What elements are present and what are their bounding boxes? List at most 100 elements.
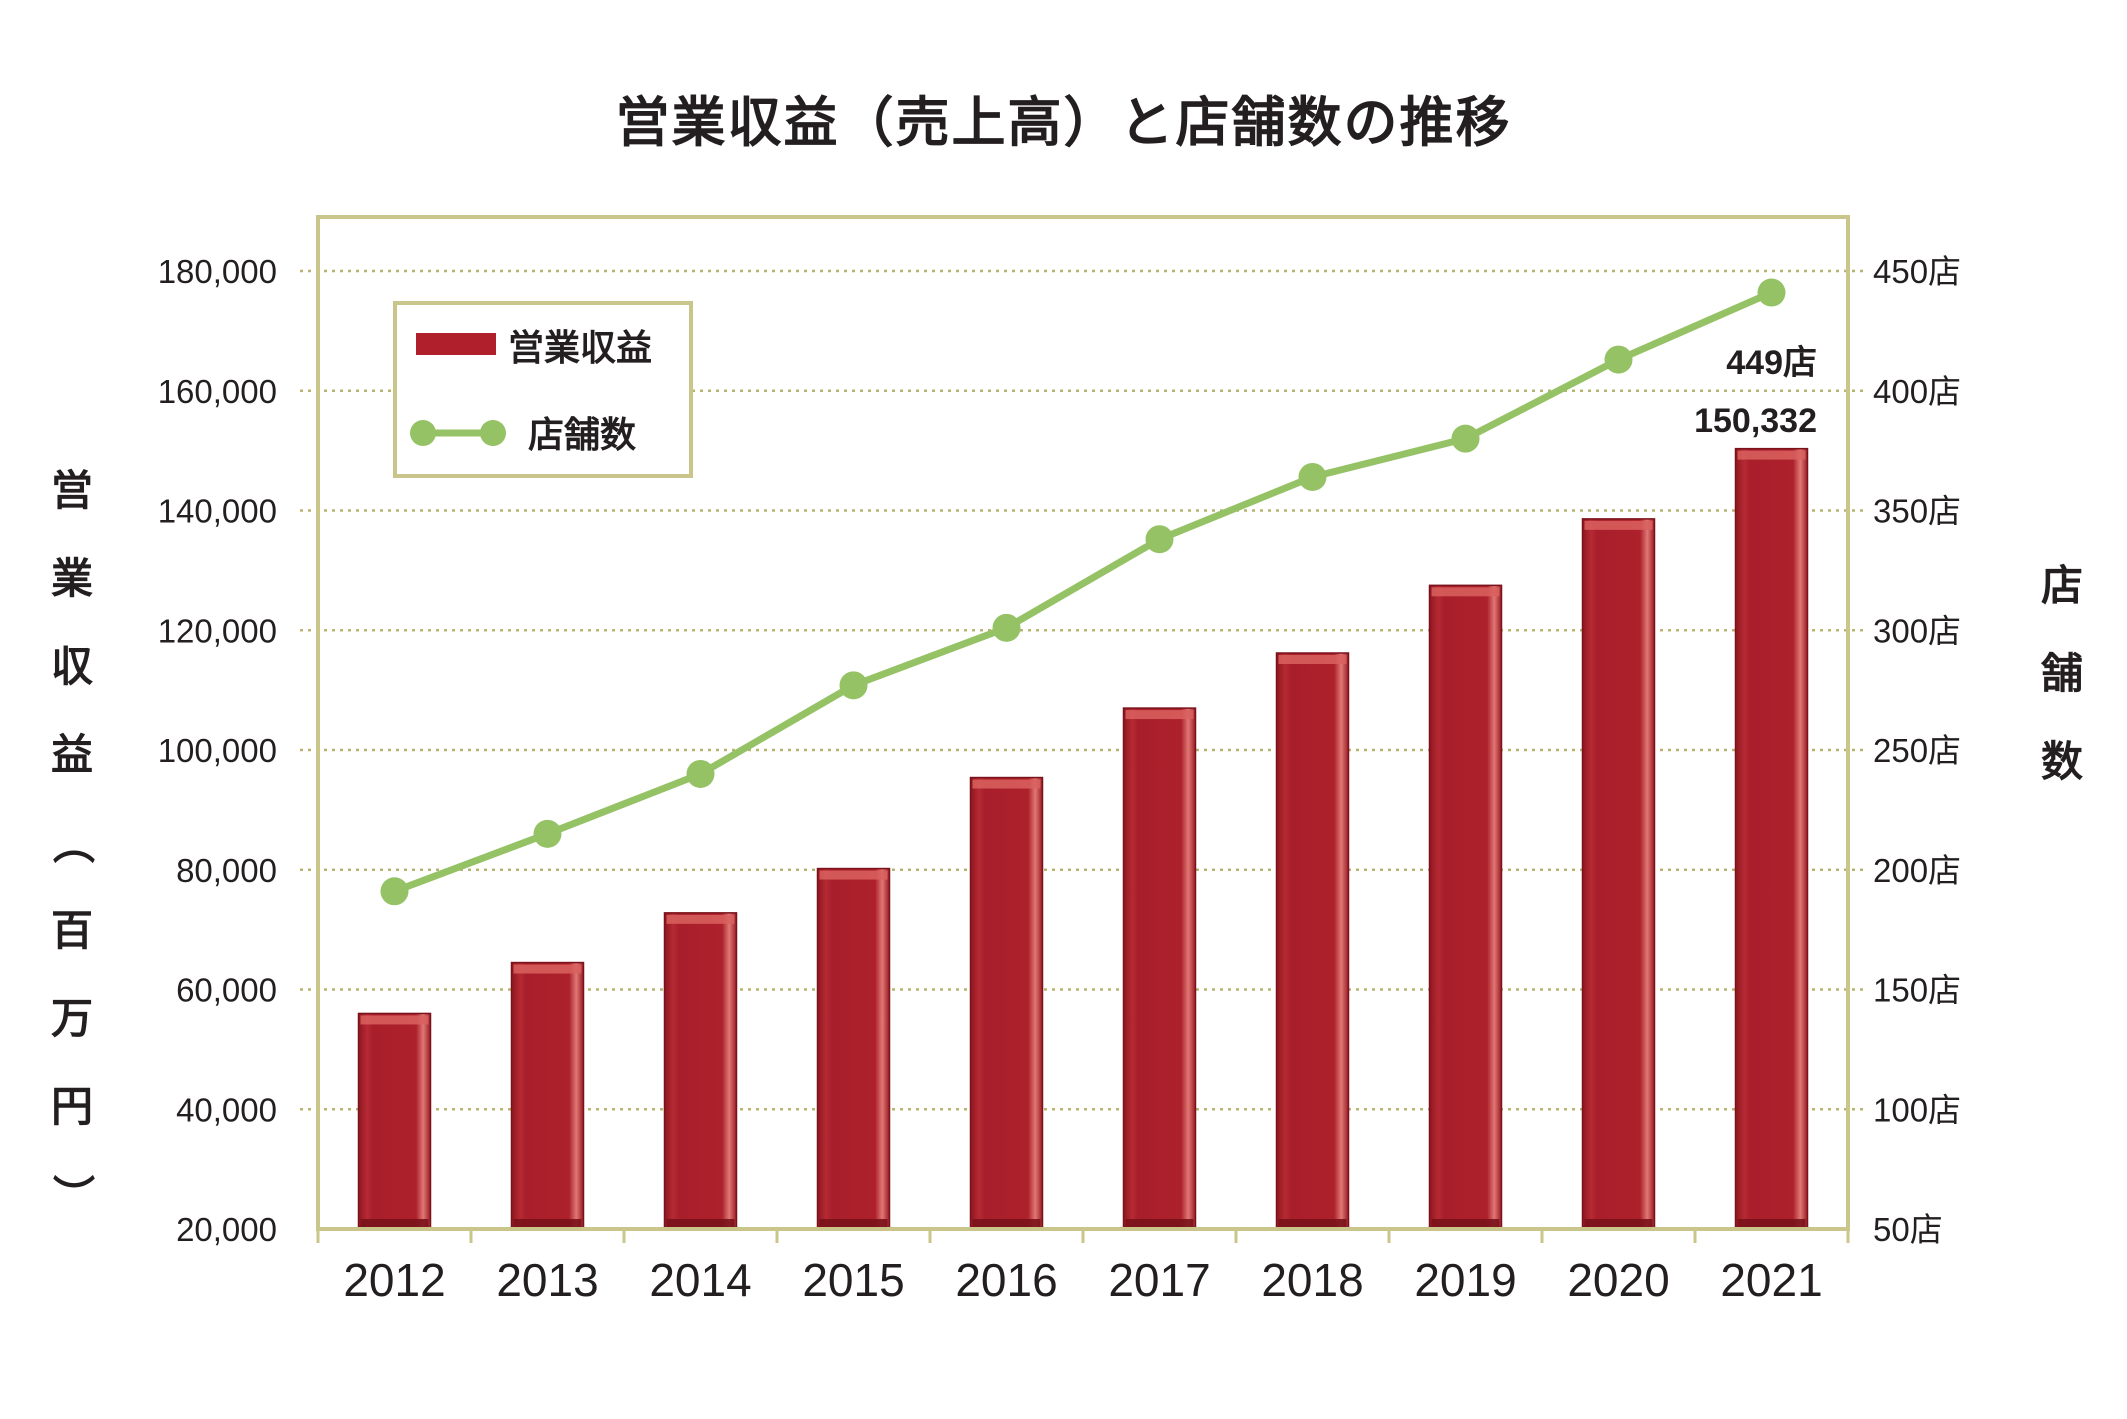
x-tick-label: 2015 bbox=[802, 1254, 904, 1306]
left-axis-title-char: 営 bbox=[51, 466, 93, 515]
y-tick-right: 100店 bbox=[1873, 1091, 1961, 1128]
bar-group bbox=[510, 961, 585, 1230]
y-tick-left: 80,000 bbox=[176, 852, 277, 889]
left-axis-title-char: 益 bbox=[51, 730, 93, 779]
bar-bevel-bottom bbox=[1278, 1219, 1347, 1227]
stores-point bbox=[1604, 345, 1633, 374]
x-tick-label: 2012 bbox=[343, 1254, 445, 1306]
y-tick-right: 350店 bbox=[1873, 493, 1961, 530]
left-axis-title-char: 収 bbox=[51, 642, 93, 691]
y-tick-left: 40,000 bbox=[176, 1091, 277, 1128]
y-tick-left: 180,000 bbox=[158, 253, 277, 290]
stores-point bbox=[992, 613, 1021, 642]
bar-bevel-bottom bbox=[1737, 1219, 1806, 1227]
x-tick-label: 2016 bbox=[955, 1254, 1057, 1306]
left-axis-title-char: ） bbox=[48, 1174, 97, 1216]
right-axis-title: 店舗数 bbox=[2040, 561, 2083, 786]
y-tick-right: 450店 bbox=[1873, 253, 1961, 290]
y-tick-left: 120,000 bbox=[158, 612, 277, 649]
bar-bevel-top bbox=[1431, 587, 1500, 597]
bar bbox=[1428, 584, 1503, 1230]
legend-marker-right bbox=[480, 420, 506, 446]
chart-title: 営業収益（売上高）と店舗数の推移 bbox=[615, 91, 1512, 154]
bar-group bbox=[1734, 447, 1809, 1230]
y-tick-right: 150店 bbox=[1873, 972, 1961, 1009]
left-axis-title-char: 円 bbox=[51, 1082, 93, 1131]
x-tick-label: 2017 bbox=[1108, 1254, 1210, 1306]
bar-group bbox=[1122, 707, 1197, 1230]
y-tick-left: 160,000 bbox=[158, 373, 277, 410]
y-tick-right: 250店 bbox=[1873, 732, 1961, 769]
bar-bevel-bottom bbox=[972, 1219, 1041, 1227]
left-axis-title-char: 業 bbox=[51, 554, 93, 603]
bar-bevel-bottom bbox=[819, 1219, 888, 1227]
bar-bevel-bottom bbox=[1125, 1219, 1194, 1227]
legend-box bbox=[393, 301, 693, 478]
bar bbox=[1122, 707, 1197, 1230]
bar-bevel-bottom bbox=[513, 1219, 582, 1227]
stores-point bbox=[1145, 525, 1174, 554]
y-tick-right: 300店 bbox=[1873, 612, 1961, 649]
bar-group bbox=[1581, 518, 1656, 1230]
y-tick-left: 140,000 bbox=[158, 493, 277, 530]
bar bbox=[1275, 652, 1350, 1230]
x-tick-label: 2013 bbox=[496, 1254, 598, 1306]
bar-group bbox=[816, 867, 891, 1230]
bar-bevel-bottom bbox=[1431, 1219, 1500, 1227]
bar-bevel-bottom bbox=[1584, 1219, 1653, 1227]
legend-label-stores: 店舗数 bbox=[528, 415, 636, 456]
bar-group bbox=[1275, 652, 1350, 1230]
stores-line bbox=[393, 289, 1773, 895]
x-tick-label: 2019 bbox=[1414, 1254, 1516, 1306]
y-tick-left: 100,000 bbox=[158, 732, 277, 769]
y-tick-right: 400店 bbox=[1873, 373, 1961, 410]
bar-bevel-top bbox=[360, 1015, 429, 1025]
left-axis-title: 営業収益 （ 百万円 ） bbox=[48, 466, 97, 1216]
x-tick-label: 2021 bbox=[1720, 1254, 1822, 1306]
bar-group bbox=[1428, 584, 1503, 1230]
y-tick-right: 200店 bbox=[1873, 852, 1961, 889]
tick-layer: 20,000 50店 40,000 100店 60,000 150店 80,000 200店 1… bbox=[158, 253, 1961, 1306]
bar-group bbox=[969, 776, 1044, 1230]
bar-bevel-top bbox=[513, 964, 582, 974]
legend-bar-swatch bbox=[416, 333, 496, 355]
bar-bevel-top bbox=[972, 779, 1041, 789]
bar bbox=[510, 961, 585, 1230]
stores-point bbox=[839, 671, 868, 700]
stores-point bbox=[1757, 278, 1786, 307]
line-layer bbox=[380, 278, 1786, 906]
right-axis-title-char: 舗 bbox=[2040, 649, 2083, 698]
x-tick-label: 2018 bbox=[1261, 1254, 1363, 1306]
left-axis-title-char: （ bbox=[48, 822, 97, 864]
bar bbox=[1581, 518, 1656, 1230]
stores-point bbox=[380, 877, 409, 906]
left-axis-title-char: 百 bbox=[51, 906, 93, 955]
x-tick-label: 2014 bbox=[649, 1254, 751, 1306]
bar bbox=[663, 912, 738, 1230]
stores-point bbox=[1298, 462, 1327, 491]
y-tick-right: 50店 bbox=[1873, 1211, 1943, 1248]
y-tick-left: 20,000 bbox=[176, 1211, 277, 1248]
bar bbox=[969, 776, 1044, 1230]
bar bbox=[1734, 447, 1809, 1230]
revenue-data-label-2021: 150,332 bbox=[1694, 402, 1817, 440]
stores-point bbox=[533, 819, 562, 848]
bar-group bbox=[357, 1012, 432, 1230]
bar bbox=[816, 867, 891, 1230]
right-axis-title-char: 店 bbox=[2041, 561, 2083, 610]
stores-point bbox=[1451, 424, 1480, 453]
right-axis-title-char: 数 bbox=[2041, 737, 2083, 786]
stores-data-label-2021: 449店 bbox=[1726, 344, 1817, 382]
bar-bevel-bottom bbox=[666, 1219, 735, 1227]
bar-group bbox=[663, 912, 738, 1230]
bar-layer bbox=[357, 447, 1809, 1230]
stores-point bbox=[686, 759, 715, 788]
bar-bevel-top bbox=[1737, 450, 1806, 460]
y-tick-left: 60,000 bbox=[176, 972, 277, 1009]
bar-bevel-top bbox=[1584, 520, 1653, 530]
bar-bevel-top bbox=[666, 914, 735, 924]
left-axis-title-char: 万 bbox=[51, 994, 93, 1043]
legend-label-revenue: 営業収益 bbox=[508, 328, 652, 369]
legend: 営業収益 店舗数 bbox=[393, 301, 693, 478]
